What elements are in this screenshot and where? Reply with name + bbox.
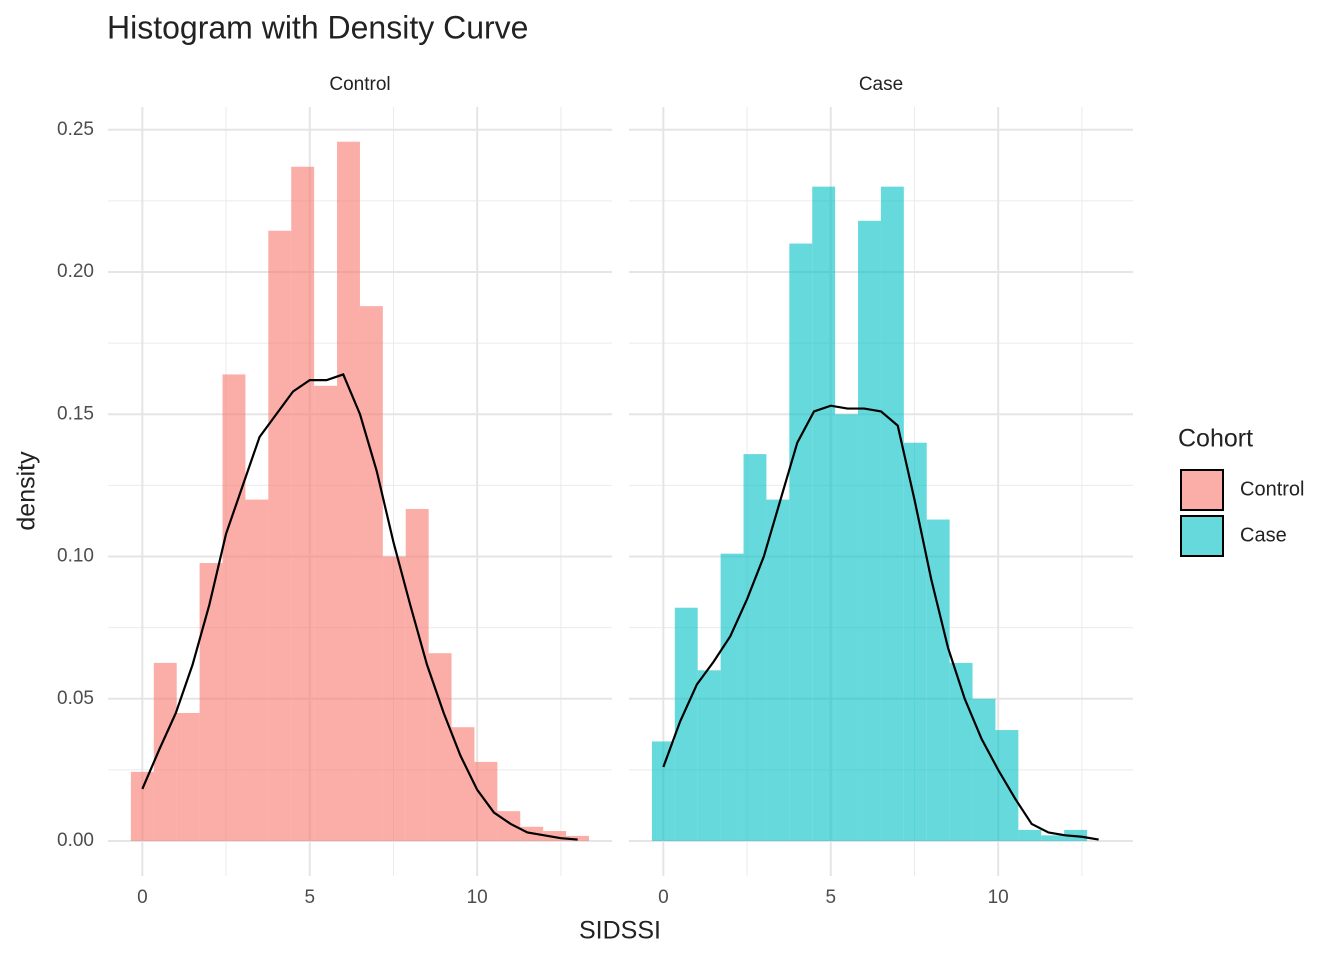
x-tick-label: 0 (658, 887, 669, 908)
legend-label: Case (1240, 524, 1287, 546)
y-tick-label: 0.10 (57, 546, 94, 567)
bar (1018, 829, 1042, 842)
x-axis-label: SIDSSI (579, 917, 661, 945)
bar (697, 670, 721, 842)
bar (903, 442, 927, 842)
bar (566, 835, 589, 842)
bar (720, 553, 744, 842)
bar (268, 230, 292, 842)
y-tick-label: 0.00 (57, 830, 94, 851)
bar (428, 653, 452, 842)
bar (451, 727, 475, 842)
y-tick-label: 0.20 (57, 261, 94, 282)
legend-key (1180, 515, 1224, 557)
bar (674, 607, 698, 842)
legend-key (1180, 469, 1224, 511)
legend-title: Cohort (1178, 425, 1253, 453)
density-curve (662, 404, 1099, 841)
bar (222, 374, 246, 842)
bar (359, 306, 383, 842)
bar (972, 698, 996, 842)
bar (926, 519, 950, 842)
bar (835, 414, 859, 842)
facet-label: Control (329, 74, 390, 95)
chart-title: Histogram with Density Curve (107, 9, 528, 45)
bar (405, 508, 429, 842)
bar (291, 166, 315, 842)
y-tick-label: 0.25 (57, 119, 94, 140)
x-tick-label: 5 (825, 887, 836, 908)
x-tick-label: 5 (304, 887, 315, 908)
bar (766, 499, 790, 842)
x-tick-label: 10 (467, 887, 488, 908)
bar (130, 771, 154, 842)
bar (153, 662, 177, 842)
bar (245, 499, 269, 842)
density-curve (141, 373, 578, 841)
bar (949, 662, 973, 842)
bar (880, 186, 904, 842)
y-tick-label: 0.15 (57, 403, 94, 424)
y-tick-label: 0.05 (57, 688, 94, 709)
y-axis-label: density (13, 451, 41, 531)
x-tick-label: 0 (137, 887, 148, 908)
bar (858, 220, 881, 842)
bar (743, 454, 767, 842)
bar (789, 243, 813, 842)
bar (382, 556, 406, 842)
facet-label: Case (859, 74, 903, 95)
bar (812, 186, 836, 842)
bar (651, 741, 675, 842)
bar (1041, 835, 1065, 842)
bar (176, 712, 200, 842)
x-tick-label: 10 (988, 887, 1009, 908)
bar (337, 141, 360, 842)
legend-label: Control (1240, 478, 1304, 500)
bar (199, 563, 223, 842)
bar (314, 385, 338, 842)
